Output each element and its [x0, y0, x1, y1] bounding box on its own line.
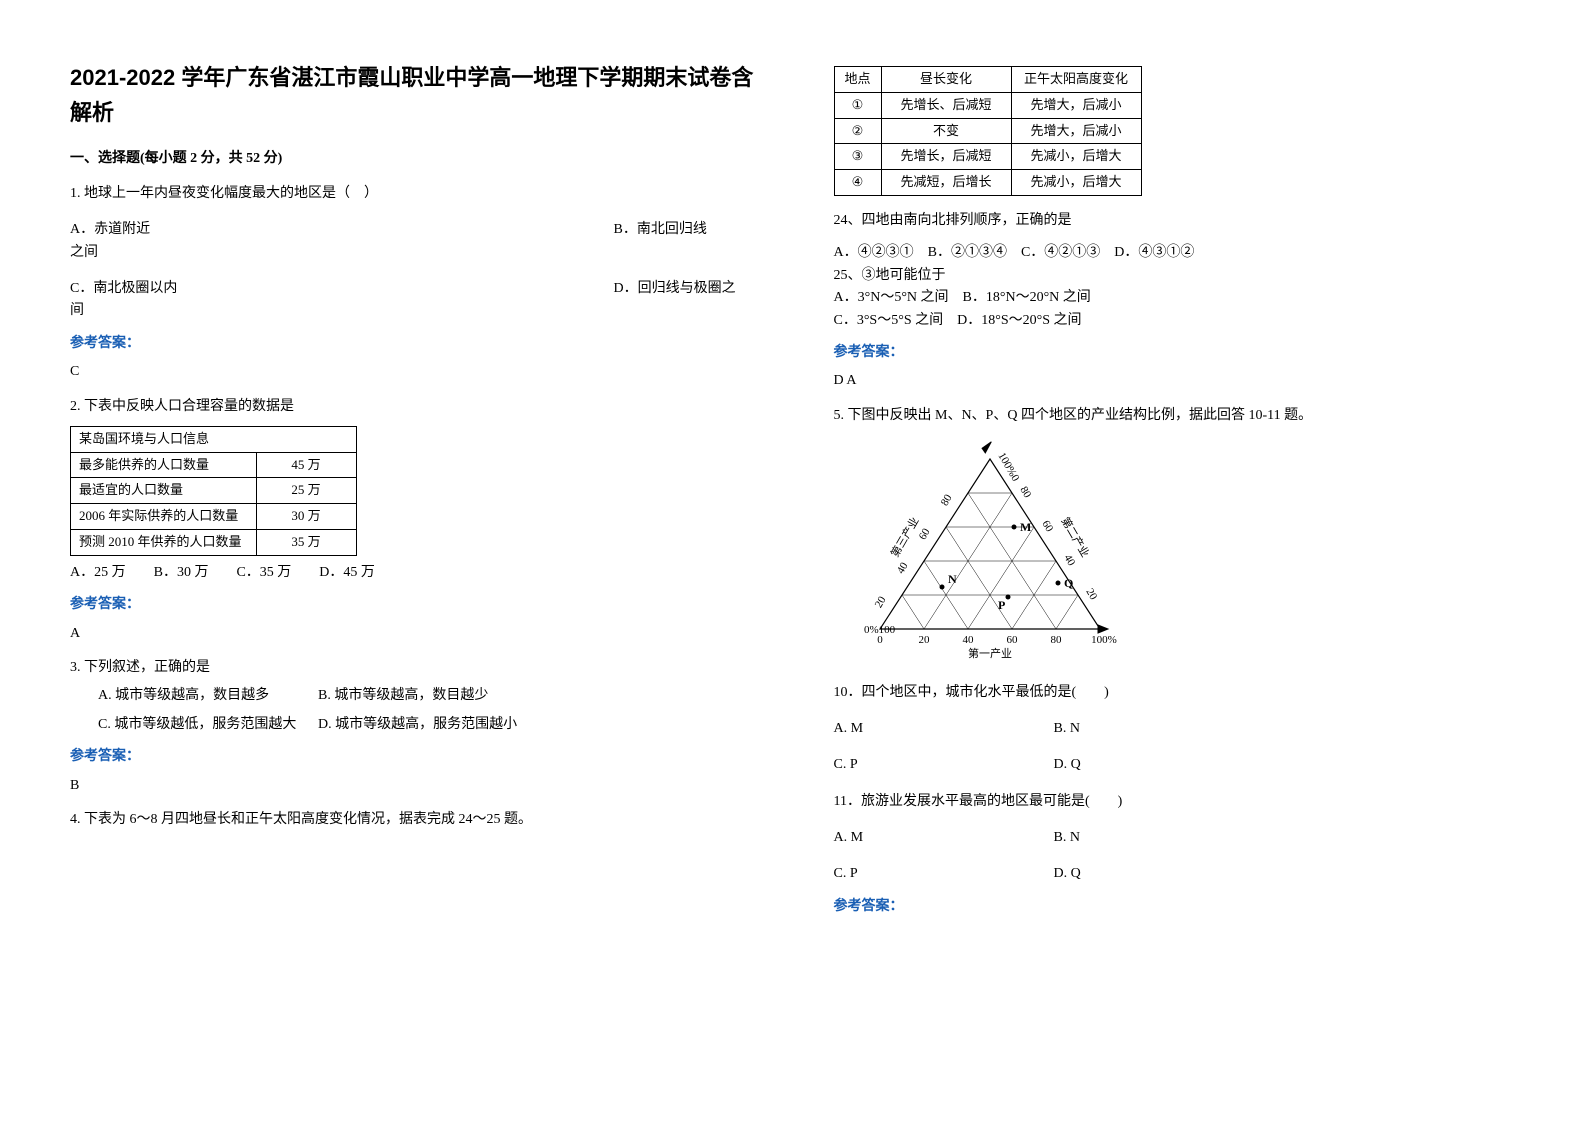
answer-label: 参考答案：: [834, 896, 1518, 918]
tick-r-2: 60: [1039, 519, 1055, 535]
point-p-label: P: [998, 598, 1005, 612]
tick-b-1: 20: [918, 634, 930, 646]
q5-sub10: 10．四个地区中，城市化水平最低的是( ): [834, 682, 1518, 704]
q1-text: 1. 地球上一年内昼夜变化幅度最大的地区是（ ）: [70, 183, 754, 205]
q3-answer: B: [70, 775, 754, 797]
q4-answer: D A: [834, 370, 1518, 392]
question-4: 4. 下表为 6～8 月四地昼长和正午太阳高度变化情况，据表完成 24～25 题…: [70, 809, 754, 831]
tick-b-3: 60: [1006, 634, 1018, 646]
tick-l-3: 60: [916, 526, 932, 542]
q2-table: 某岛国环境与人口信息 最多能供养的人口数量45 万 最适宜的人口数量25 万 2…: [70, 426, 357, 556]
q2-r3c0: 预测 2010 年供养的人口数量: [71, 530, 257, 556]
axis-right-label: 第二产业: [1058, 515, 1092, 560]
right-column: 地点 昼长变化 正午太阳高度变化 ①先增长、后减短先增大，后减小 ②不变先增大，…: [794, 0, 1587, 1122]
q4-r2c2: 先减小，后增大: [1011, 144, 1141, 170]
q4-sub25: 25、③地可能位于: [834, 265, 1518, 287]
q4-r3c0: ④: [834, 170, 881, 196]
tick-r-4: 20: [1083, 587, 1099, 603]
q4-r3c1: 先减短，后增长: [881, 170, 1011, 196]
tick-b-5: 100%: [1091, 634, 1117, 646]
q2-table-header: 某岛国环境与人口信息: [71, 426, 357, 452]
question-3: 3. 下列叙述，正确的是 A. 城市等级越高，数目越多 B. 城市等级越高，数目…: [70, 657, 754, 797]
q5-10-opt-b: B. N: [1054, 718, 1274, 740]
q1-opt-b-partial: B．南北回归线: [614, 219, 754, 241]
question-1: 1. 地球上一年内昼夜变化幅度最大的地区是（ ） A．赤道附近 B．南北回归线 …: [70, 183, 754, 384]
q1-opt-d-cont: 间: [70, 300, 754, 322]
tick-l-1: 20: [872, 594, 888, 610]
q2-r2c1: 30 万: [256, 504, 356, 530]
q4-r3c2: 先减小，后增大: [1011, 170, 1141, 196]
tick-r-0: 100%0: [995, 451, 1021, 484]
q3-opt-d: D. 城市等级越高，服务范围越小: [318, 714, 538, 736]
q5-10-opt-d: D. Q: [1054, 754, 1274, 776]
ternary-diagram: 0 20 40 60 80 100% 第一产业 第三产业 0%100 20 40…: [850, 439, 1518, 667]
q4-th2: 正午太阳高度变化: [1011, 67, 1141, 93]
q4-r2c0: ③: [834, 144, 881, 170]
tick-r-3: 40: [1061, 553, 1077, 569]
q5-11-opt-a: A. M: [834, 827, 1054, 849]
q4-r1c2: 先增大，后减小: [1011, 118, 1141, 144]
q5-10-opt-c: C. P: [834, 754, 1054, 776]
tick-b-4: 80: [1050, 634, 1062, 646]
q2-options: A．25 万 B．30 万 C．35 万 D．45 万: [70, 562, 754, 584]
q3-opt-b: B. 城市等级越高，数目越少: [318, 685, 538, 707]
tick-l-0: 0%100: [864, 624, 896, 636]
q4-r1c1: 不变: [881, 118, 1011, 144]
q2-r0c0: 最多能供养的人口数量: [71, 452, 257, 478]
q1-opt-d-partial: D．回归线与极圈之: [614, 278, 754, 300]
answer-label: 参考答案：: [834, 342, 1518, 364]
q4-r0c2: 先增大，后减小: [1011, 92, 1141, 118]
answer-label: 参考答案：: [70, 746, 754, 768]
q4-sub25-cd: C．3°S～5°S 之间 D．18°S～20°S 之间: [834, 310, 1518, 332]
q4-r0c0: ①: [834, 92, 881, 118]
q5-sub11: 11．旅游业发展水平最高的地区最可能是( ): [834, 791, 1518, 813]
exam-title: 2021-2022 学年广东省湛江市霞山职业中学高一地理下学期期末试卷含解析: [70, 60, 754, 130]
question-2: 2. 下表中反映人口合理容量的数据是 某岛国环境与人口信息 最多能供养的人口数量…: [70, 396, 754, 646]
q1-opt-c: C．南北极圈以内: [70, 278, 177, 300]
tick-l-4: 80: [938, 492, 954, 508]
q5-11-opt-d: D. Q: [1054, 863, 1274, 885]
q2-text: 2. 下表中反映人口合理容量的数据是: [70, 396, 754, 418]
q4-th1: 昼长变化: [881, 67, 1011, 93]
q2-r1c0: 最适宜的人口数量: [71, 478, 257, 504]
answer-label: 参考答案：: [70, 594, 754, 616]
section-header: 一、选择题(每小题 2 分，共 52 分): [70, 148, 754, 170]
q5-11-opt-b: B. N: [1054, 827, 1274, 849]
q1-opt-a: A．赤道附近: [70, 219, 150, 241]
tick-l-2: 40: [894, 560, 910, 576]
q5-10-opt-a: A. M: [834, 718, 1054, 740]
tick-b-2: 40: [962, 634, 974, 646]
q5-text: 5. 下图中反映出 M、N、P、Q 四个地区的产业结构比例，据此回答 10-11…: [834, 405, 1518, 427]
left-column: 2021-2022 学年广东省湛江市霞山职业中学高一地理下学期期末试卷含解析 一…: [0, 0, 794, 1122]
q1-opt-b-cont: 之间: [70, 242, 754, 264]
q2-r2c0: 2006 年实际供养的人口数量: [71, 504, 257, 530]
q4-sub25-ab: A．3°N～5°N 之间 B．18°N～20°N 之间: [834, 287, 1518, 309]
point-m-label: M: [1020, 520, 1031, 534]
q4-sub24-opts: A．④②③① B．②①③④ C．④②①③ D．④③①②: [834, 242, 1518, 264]
q3-opt-a: A. 城市等级越高，数目越多: [98, 685, 318, 707]
q4-table: 地点 昼长变化 正午太阳高度变化 ①先增长、后减短先增大，后减小 ②不变先增大，…: [834, 66, 1142, 196]
q2-answer: A: [70, 623, 754, 645]
point-q-label: Q: [1064, 576, 1073, 590]
q2-r1c1: 25 万: [256, 478, 356, 504]
q4-th0: 地点: [834, 67, 881, 93]
q3-text: 3. 下列叙述，正确的是: [70, 657, 754, 679]
point-n-label: N: [948, 572, 957, 586]
q4-r2c1: 先增长，后减短: [881, 144, 1011, 170]
q4-text: 4. 下表为 6～8 月四地昼长和正午太阳高度变化情况，据表完成 24～25 题…: [70, 809, 754, 831]
axis-bottom-label: 第一产业: [968, 646, 1012, 659]
q3-opt-c: C. 城市等级越低，服务范围越大: [98, 714, 318, 736]
answer-label: 参考答案：: [70, 333, 754, 355]
q4-r1c0: ②: [834, 118, 881, 144]
q4-r0c1: 先增长、后减短: [881, 92, 1011, 118]
q2-r3c1: 35 万: [256, 530, 356, 556]
tick-r-1: 80: [1017, 485, 1033, 501]
question-5: 5. 下图中反映出 M、N、P、Q 四个地区的产业结构比例，据此回答 10-11…: [834, 405, 1518, 919]
q1-answer: C: [70, 361, 754, 383]
q4-sub24: 24、四地由南向北排列顺序，正确的是: [834, 210, 1518, 232]
q2-r0c1: 45 万: [256, 452, 356, 478]
q5-11-opt-c: C. P: [834, 863, 1054, 885]
